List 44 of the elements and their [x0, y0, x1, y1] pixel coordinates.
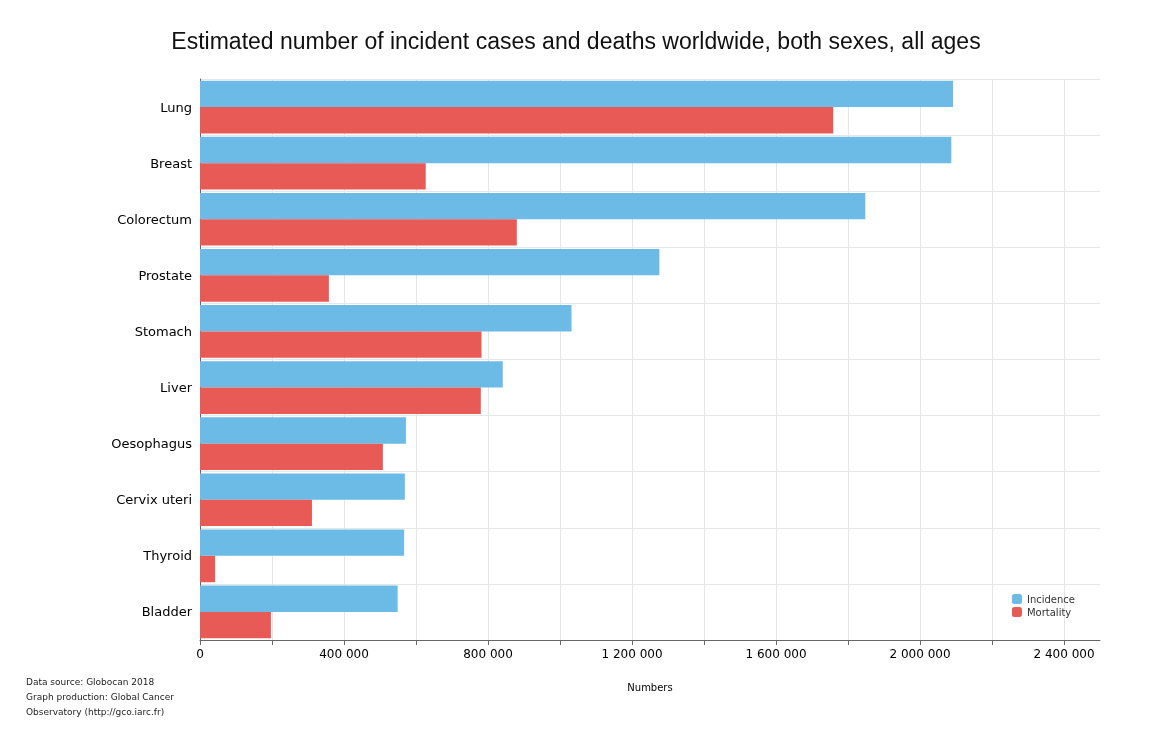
source-note: Data source: Globocan 2018: [26, 676, 155, 687]
bar: [200, 417, 406, 444]
bar: [200, 136, 952, 164]
x-tick-label: 1 600 000: [745, 647, 807, 661]
bar: [200, 387, 481, 414]
bar: [200, 473, 405, 500]
y-tick-label: Lung: [160, 99, 192, 115]
y-tick-label: Thyroid: [142, 548, 192, 564]
text: Graph production: Global Cancer: [26, 691, 175, 702]
bar: [200, 443, 383, 471]
x-tick-label: 2 400 000: [1033, 647, 1095, 661]
legend-label: Incidence: [1026, 593, 1076, 605]
y-tick-label: Colorectum: [117, 211, 192, 227]
bar: [200, 529, 405, 556]
x-tick-label: 400 000: [319, 647, 369, 661]
bar: [200, 163, 426, 190]
bar: [200, 107, 834, 134]
chart-title: Estimated number of incident cases and deaths worldwide, both sexes, all ages: [171, 27, 981, 54]
bar: [200, 499, 312, 527]
x-tick-label: 1 200 000: [601, 647, 663, 661]
text: Observatory (http://gco.iarc.fr): [26, 706, 165, 717]
bar: [200, 361, 503, 388]
y-tick-label: Cervix uteri: [116, 492, 192, 508]
bar: [200, 585, 398, 612]
bar: [200, 275, 329, 302]
x-tick-label: 0: [196, 647, 204, 661]
y-tick-label: Liver: [160, 380, 193, 396]
bar: [200, 248, 660, 276]
y-tick-label: Prostate: [138, 267, 192, 283]
x-tick-label: 2 000 000: [889, 647, 951, 661]
bar: [200, 611, 271, 639]
y-tick-label: Oesophagus: [111, 436, 193, 452]
y-tick-label: Bladder: [141, 604, 193, 620]
x-axis-title: Numbers: [627, 681, 673, 693]
legend-label: Mortality: [1026, 606, 1072, 618]
bar: [200, 192, 866, 220]
y-tick-label: Breast: [150, 155, 192, 171]
bar: [200, 331, 482, 358]
x-tick-label: 800 000: [463, 647, 513, 661]
bar: [200, 555, 216, 583]
bar: [200, 219, 517, 246]
bar: [200, 80, 954, 108]
bar: [200, 305, 572, 332]
y-tick-label: Stomach: [134, 323, 192, 339]
